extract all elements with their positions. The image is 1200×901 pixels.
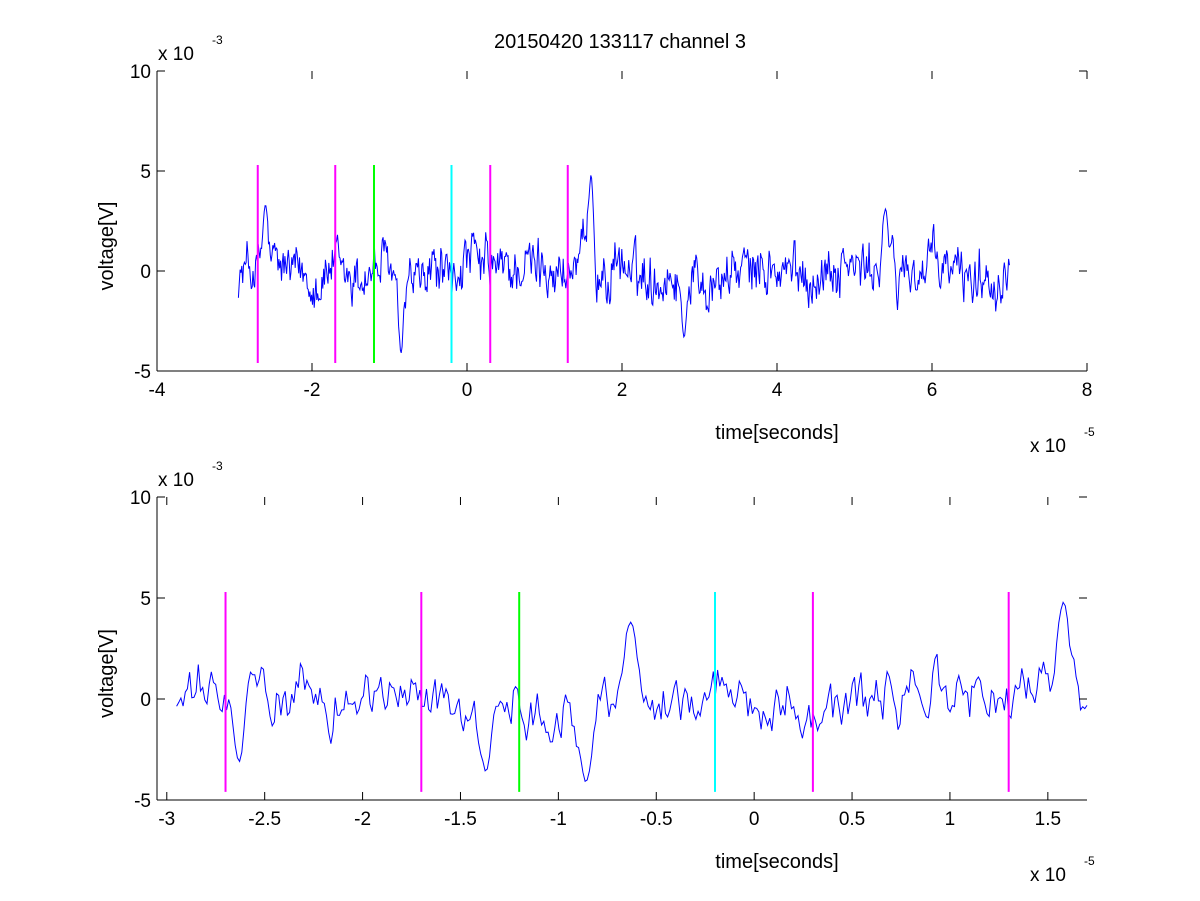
bottom-panel: -3 -2.5 -2 -1.5 -1 -0.5 0 0.5 1 1.5 -5 0 5 10 time[sec…: [96, 459, 1095, 886]
x-tick-label: -2: [354, 809, 371, 830]
x-tick-label: 0: [749, 809, 760, 830]
x-tick-label: -4: [149, 380, 166, 401]
x-multiplier-exponent: -5: [1084, 854, 1095, 868]
x-tick-label: 4: [772, 380, 783, 401]
y-tick-label: -5: [134, 791, 151, 812]
x-tick-label: -1.5: [444, 809, 477, 830]
x-tick-label: -1: [550, 809, 567, 830]
y-axis-label: voltage[V]: [96, 202, 118, 291]
signal-trace: [176, 601, 1088, 783]
x-axis-label: time[seconds]: [715, 851, 838, 873]
y-tick-label: 5: [140, 589, 151, 610]
x-tick-label: -3: [158, 809, 175, 830]
x-tick-label: 8: [1082, 380, 1093, 401]
x-multiplier-base: x 10: [1030, 865, 1066, 886]
y-tick-label: -5: [134, 362, 151, 383]
y-multiplier-base: x 10: [158, 44, 194, 65]
y-tick-label: 5: [140, 162, 151, 183]
x-tick-label: 0: [462, 380, 473, 401]
x-tick-label: 2: [617, 380, 628, 401]
x-multiplier-exponent: -5: [1084, 425, 1095, 439]
x-multiplier-base: x 10: [1030, 436, 1066, 457]
x-axis-label: time[seconds]: [715, 422, 838, 444]
x-tick-label: 1.5: [1035, 809, 1061, 830]
x-tick-label: -0.5: [640, 809, 673, 830]
y-multiplier-base: x 10: [158, 470, 194, 491]
x-tick-label: 0.5: [839, 809, 865, 830]
x-tick-label: -2.5: [248, 809, 281, 830]
y-multiplier-exponent: -3: [212, 33, 223, 47]
y-tick-label: 0: [140, 262, 151, 283]
figure-title: 20150420 133117 channel 3: [494, 31, 746, 53]
x-tick-label: -2: [304, 380, 321, 401]
y-tick-label: 10: [130, 62, 151, 83]
y-tick-label: 0: [140, 690, 151, 711]
x-tick-label: 6: [927, 380, 938, 401]
x-tick-label: 1: [945, 809, 956, 830]
top-panel: -4 -2 0 2 4 6 8 -5 0 5 10 time[seconds] voltage[V] x …: [96, 33, 1095, 457]
y-tick-label: 10: [130, 488, 151, 509]
y-axis-label: voltage[V]: [96, 629, 118, 718]
y-multiplier-exponent: -3: [212, 459, 223, 473]
signal-trace: [237, 175, 1010, 354]
